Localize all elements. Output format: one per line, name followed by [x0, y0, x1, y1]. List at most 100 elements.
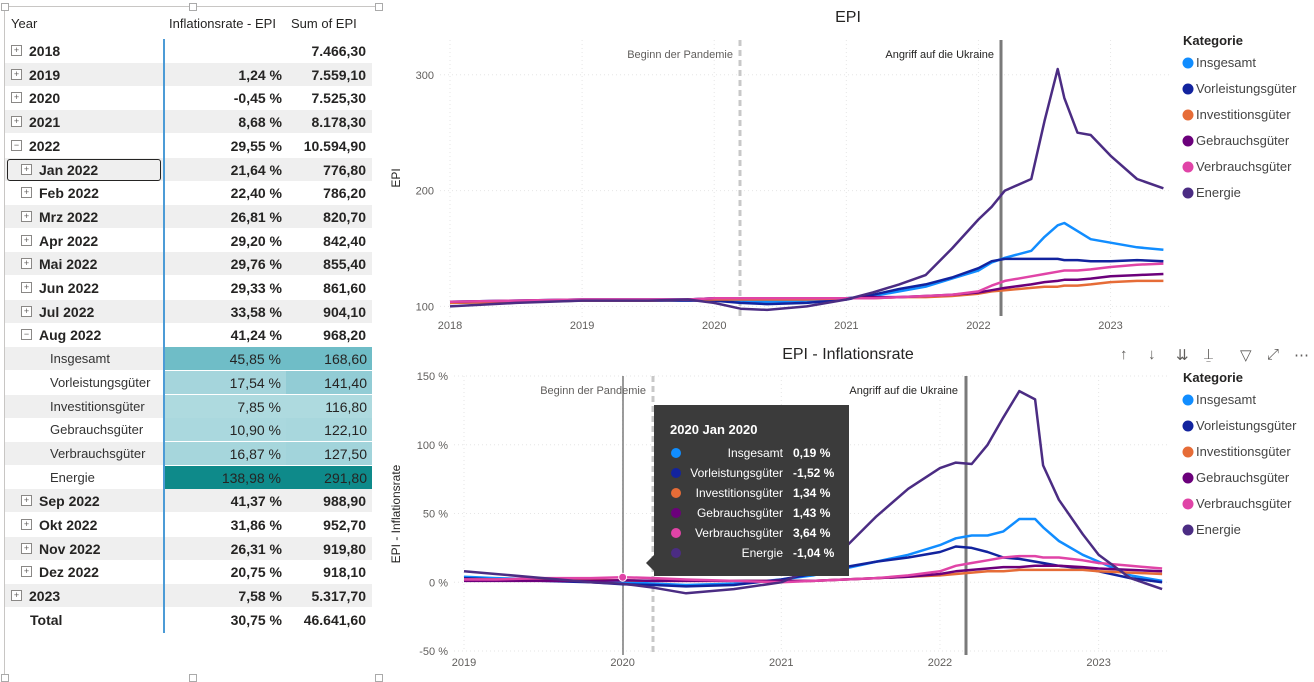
expand-hierarchy-icon[interactable]: ⍊: [1204, 346, 1214, 363]
expand-icon[interactable]: +: [21, 305, 32, 317]
sum-value: 8.178,30: [311, 114, 367, 131]
table-row[interactable]: + Feb 2022 22,40 % 786,20: [5, 181, 372, 204]
sum-value: 5.317,70: [311, 588, 367, 605]
table-row[interactable]: +2023 7,58 % 5.317,70: [5, 584, 372, 608]
table-row[interactable]: + Apr 2022 29,20 % 842,40: [5, 229, 372, 252]
pandemic-annotation: Beginn der Pandemie: [627, 49, 733, 61]
resize-handle[interactable]: [189, 674, 197, 682]
sum-cell: 116,80: [286, 394, 372, 418]
table-row[interactable]: + Jul 2022 33,58 % 904,10: [5, 299, 372, 323]
table-row[interactable]: + Jun 2022 29,33 % 861,60: [5, 276, 372, 299]
column-header-sum[interactable]: Sum of EPI: [291, 16, 357, 31]
sum-value: 842,40: [323, 232, 366, 249]
expand-icon[interactable]: +: [11, 92, 22, 104]
legend-item-label[interactable]: Vorleistungsgüter: [1196, 418, 1297, 433]
resize-handle[interactable]: [375, 3, 383, 11]
category-row[interactable]: Verbrauchsgüter 16,87 % 127,50: [5, 441, 372, 465]
expand-icon[interactable]: +: [21, 210, 32, 222]
table-header: Year Inflationsrate - EPI Sum of EPI: [5, 7, 379, 38]
expand-icon[interactable]: +: [21, 258, 32, 270]
legend-item-label[interactable]: Energie: [1196, 185, 1241, 200]
category-row[interactable]: Gebrauchsgüter 10,90 % 122,10: [5, 418, 372, 442]
inflation-value: 17,54 %: [229, 374, 281, 391]
resize-handle[interactable]: [189, 3, 197, 11]
row-label: 2020: [29, 90, 61, 107]
table-row[interactable]: +2018 7.466,30: [5, 39, 372, 62]
collapse-icon[interactable]: −: [21, 329, 32, 341]
expand-icon[interactable]: +: [21, 187, 32, 199]
category-row[interactable]: Investitionsgüter 7,85 % 116,80: [5, 394, 372, 418]
epi-line-chart[interactable]: EPI EPI 100 200 300 2018 2019 2020 2021 2022 20…: [382, 0, 1314, 340]
table-row[interactable]: + Dez 2022 20,75 % 918,10: [5, 560, 372, 583]
table-row[interactable]: +2020 -0,45 % 7.525,30: [5, 86, 372, 109]
legend-item-label[interactable]: Gebrauchsgüter: [1196, 133, 1290, 148]
expand-icon[interactable]: +: [11, 68, 22, 80]
legend-marker: [1182, 109, 1194, 121]
focus-mode-icon[interactable]: ⤢: [1267, 346, 1280, 363]
expand-icon[interactable]: +: [21, 566, 32, 578]
table-row[interactable]: + Okt 2022 31,86 % 952,70: [5, 513, 372, 536]
table-row[interactable]: + Nov 2022 26,31 % 919,80: [5, 536, 372, 560]
tooltip-series-name: Vorleistungsgüter: [690, 466, 783, 480]
table-row[interactable]: + Sep 2022 41,37 % 988,90: [5, 489, 372, 513]
category-row[interactable]: Energie 138,98 % 291,80: [5, 465, 372, 489]
arrow-down-icon[interactable]: ↓: [1148, 346, 1156, 363]
legend-item-label[interactable]: Verbrauchsgüter: [1196, 159, 1292, 174]
expand-icon[interactable]: +: [21, 495, 32, 507]
inflation-value: 20,75 %: [230, 564, 282, 581]
collapse-icon[interactable]: −: [11, 139, 22, 151]
inflation-rate-line-chart[interactable]: EPI - Inflationsrate EPI - Inflationsrat…: [382, 340, 1314, 682]
sum-value: 968,20: [323, 327, 366, 344]
column-header-inflation[interactable]: Inflationsrate - EPI: [169, 16, 276, 31]
expand-icon[interactable]: +: [11, 590, 22, 602]
legend-item-label[interactable]: Investitionsgüter: [1196, 444, 1291, 459]
filter-icon[interactable]: ▽: [1240, 347, 1252, 364]
expand-icon[interactable]: +: [21, 163, 32, 175]
table-row[interactable]: − Aug 2022 41,24 % 968,20: [5, 323, 372, 346]
legend-item-label[interactable]: Vorleistungsgüter: [1196, 81, 1297, 96]
arrow-up-icon[interactable]: ↑: [1120, 346, 1128, 363]
expand-icon[interactable]: +: [21, 519, 32, 530]
inflation-value: 45,85 %: [229, 351, 281, 368]
row-label: 2019: [29, 66, 61, 83]
expand-icon[interactable]: +: [11, 45, 22, 56]
resize-handle[interactable]: [1, 674, 9, 682]
expand-icon[interactable]: +: [21, 234, 32, 246]
series-line-verbrauchsgüter[interactable]: [449, 262, 1164, 304]
double-arrow-down-icon[interactable]: ⇊: [1176, 347, 1189, 364]
tooltip-series-marker: [671, 508, 681, 518]
resize-handle[interactable]: [1, 3, 9, 11]
expand-icon[interactable]: +: [21, 542, 32, 554]
category-row[interactable]: Insgesamt 45,85 % 168,60: [5, 347, 372, 371]
table-row[interactable]: +2019 1,24 % 7.559,10: [5, 62, 372, 86]
tooltip-row: Verbrauchsgüter 3,64 %: [654, 524, 849, 544]
series-line-energie[interactable]: [463, 389, 1163, 595]
series-line-energie[interactable]: [449, 67, 1164, 312]
y-axis-label: EPI: [389, 168, 403, 187]
column-header-year[interactable]: Year: [11, 16, 38, 31]
legend-item-label[interactable]: Insgesamt: [1196, 55, 1256, 70]
sum-value: 7.559,10: [311, 66, 367, 83]
table-row[interactable]: +2021 8,68 % 8.178,30: [5, 110, 372, 134]
inflation-value: 7,85 %: [237, 398, 281, 415]
expand-icon[interactable]: +: [21, 282, 32, 293]
more-options-icon[interactable]: ⋯: [1294, 347, 1309, 364]
table-row[interactable]: + Mrz 2022 26,81 % 820,70: [5, 204, 372, 228]
expand-icon[interactable]: +: [11, 116, 22, 128]
tooltip-series-value: 1,43 %: [793, 506, 831, 520]
table-row[interactable]: + Jan 2022 21,64 % 776,80: [5, 157, 372, 181]
total-row[interactable]: Total 30,75 % 46.641,60: [5, 608, 372, 631]
series-line-gebrauchsgüter[interactable]: [464, 564, 1163, 583]
series-line-verbrauchsgüter[interactable]: [464, 554, 1163, 584]
series-line-insgesamt[interactable]: [463, 517, 1163, 587]
legend-item-label[interactable]: Verbrauchsgüter: [1196, 496, 1292, 511]
legend-item-label[interactable]: Gebrauchsgüter: [1196, 470, 1290, 485]
table-row[interactable]: + Mai 2022 29,76 % 855,40: [5, 252, 372, 276]
legend-item-label[interactable]: Insgesamt: [1196, 392, 1256, 407]
table-row[interactable]: −2022 29,55 % 10.594,90: [5, 134, 372, 157]
series-line-insgesamt[interactable]: [449, 221, 1164, 304]
legend-item-label[interactable]: Energie: [1196, 522, 1241, 537]
category-row[interactable]: Vorleistungsgüter 17,54 % 141,40: [5, 370, 372, 394]
sum-value: 116,80: [325, 398, 367, 415]
legend-item-label[interactable]: Investitionsgüter: [1196, 107, 1291, 122]
